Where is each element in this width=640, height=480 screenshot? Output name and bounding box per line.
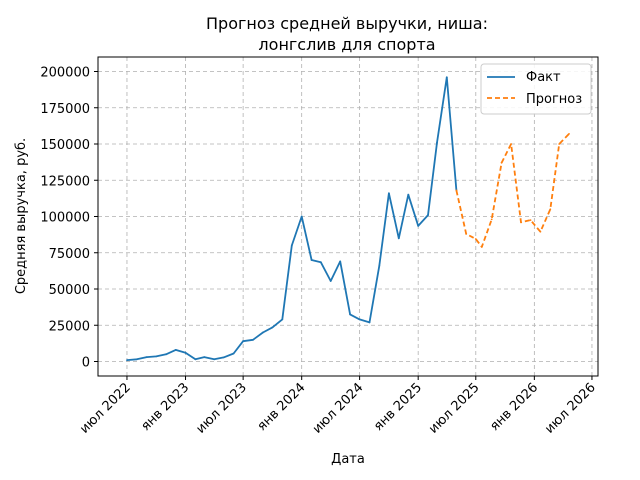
x-tick-label: июл 2024 xyxy=(310,380,367,437)
y-tick-label: 0 xyxy=(82,356,90,371)
y-tick-label: 25000 xyxy=(49,319,90,334)
data-point xyxy=(549,208,551,210)
data-point xyxy=(233,353,235,355)
data-point xyxy=(481,246,483,248)
data-point xyxy=(195,358,197,360)
x-tick-label: янв 2026 xyxy=(487,380,541,434)
y-tick-label: 150000 xyxy=(40,138,90,153)
data-point xyxy=(330,280,332,282)
data-point xyxy=(126,359,128,361)
data-point xyxy=(272,327,274,329)
x-tick-label: янв 2025 xyxy=(371,380,425,434)
data-point xyxy=(252,339,254,341)
data-point xyxy=(530,219,532,221)
data-point xyxy=(520,221,522,223)
chart-title-line-2: лонгслив для спорта xyxy=(258,35,435,54)
legend-label-forecast: Прогноз xyxy=(526,92,582,107)
data-point xyxy=(359,319,361,321)
y-tick-label: 75000 xyxy=(49,247,90,262)
y-axis-label: Средняя выручка, руб. xyxy=(14,138,29,294)
data-point xyxy=(369,322,371,324)
data-point xyxy=(203,356,205,358)
data-point xyxy=(291,245,293,247)
x-tick-label: янв 2023 xyxy=(138,380,192,434)
x-tick-label: июл 2023 xyxy=(193,380,250,437)
series-layer xyxy=(126,76,570,361)
data-point xyxy=(427,214,429,216)
data-point xyxy=(510,143,512,145)
x-tick-label: янв 2024 xyxy=(255,380,309,434)
data-point xyxy=(301,216,303,218)
data-point xyxy=(281,319,283,321)
data-point xyxy=(398,237,400,239)
data-point xyxy=(311,259,313,261)
data-point xyxy=(417,225,419,227)
data-point xyxy=(407,194,409,196)
chart-title-line-1: Прогноз средней выручки, ниша: xyxy=(206,14,488,33)
data-point xyxy=(185,352,187,354)
data-point xyxy=(146,356,148,358)
x-axis-label: Дата xyxy=(331,452,365,467)
data-point xyxy=(223,357,225,359)
y-tick-label: 100000 xyxy=(40,211,90,226)
data-point xyxy=(165,353,167,355)
data-point xyxy=(446,76,448,78)
series-line-forecast xyxy=(456,134,569,247)
data-point xyxy=(436,142,438,144)
data-point xyxy=(155,356,157,358)
data-point xyxy=(475,238,477,240)
y-tick-label: 175000 xyxy=(40,102,90,117)
data-point xyxy=(378,265,380,267)
data-point xyxy=(456,190,458,192)
x-tick-label: июл 2026 xyxy=(542,380,599,437)
y-tick-label: 125000 xyxy=(40,174,90,189)
data-point xyxy=(501,162,503,164)
y-axis-ticks: 0 25000 50000 75000 100000 125000 150000 175000… xyxy=(40,66,98,371)
data-point xyxy=(568,133,570,135)
series-line-fact xyxy=(127,77,456,360)
data-point xyxy=(349,314,351,316)
legend: Факт Прогноз xyxy=(481,64,591,114)
x-tick-label: июл 2022 xyxy=(77,380,134,437)
data-point xyxy=(136,358,138,360)
y-tick-label: 50000 xyxy=(49,283,90,298)
data-point xyxy=(540,231,542,233)
data-point xyxy=(242,340,244,342)
data-point xyxy=(491,219,493,221)
data-point xyxy=(262,332,264,334)
y-tick-label: 200000 xyxy=(40,66,90,81)
data-point xyxy=(175,349,177,351)
x-tick-label: июл 2025 xyxy=(426,380,483,437)
data-point xyxy=(339,261,341,263)
data-point xyxy=(213,358,215,360)
data-point xyxy=(465,233,467,235)
data-point xyxy=(388,192,390,194)
legend-label-fact: Факт xyxy=(526,70,561,85)
data-point xyxy=(558,143,560,145)
x-axis-ticks: июл 2022 янв 2023 июл 2023 янв 2024 июл 2024… xyxy=(77,376,599,437)
data-point xyxy=(320,261,322,263)
